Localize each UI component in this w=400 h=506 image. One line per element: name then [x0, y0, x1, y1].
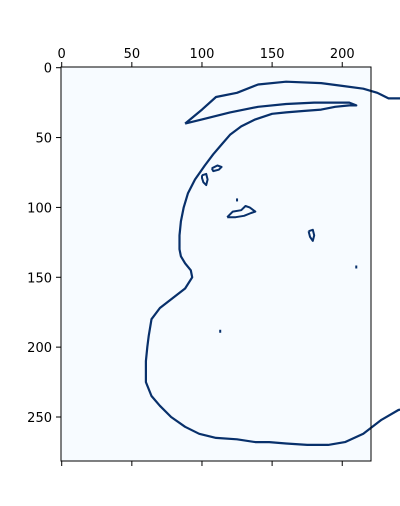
- x-tick-label-4: 200: [330, 47, 355, 62]
- inner-contour-1: [210, 164, 223, 173]
- y-tick-label-2: 100: [27, 201, 52, 216]
- x-tick-label-3: 150: [260, 47, 285, 62]
- axes-frame: [60, 66, 372, 462]
- x-axis-bottom-ticks: [61, 461, 343, 466]
- x-tick-label-0: 0: [58, 47, 66, 62]
- x-axis: 0 50 100 150 200: [58, 47, 355, 67]
- plot-area: [60, 66, 400, 462]
- isolated-point-2: [236, 198, 239, 202]
- outer-contour: [144, 80, 400, 446]
- isolated-point-1: [355, 265, 358, 269]
- contour-layer: [144, 80, 400, 446]
- isolated-point-0: [219, 329, 222, 333]
- inner-contour-3: [307, 228, 316, 242]
- y-tick-label-3: 150: [27, 271, 52, 286]
- y-tick-label-4: 200: [27, 341, 52, 356]
- heatmap-background: [61, 67, 371, 461]
- y-tick-label-0: 0: [44, 62, 52, 77]
- x-tick-label-1: 50: [124, 47, 141, 62]
- inner-contour-2: [226, 205, 257, 219]
- inner-contour-0: [201, 172, 209, 187]
- y-tick-label-1: 50: [35, 132, 52, 147]
- y-tick-label-5: 250: [27, 411, 52, 426]
- x-tick-label-2: 100: [190, 47, 215, 62]
- y-axis: 0 50 100 150 200 250: [27, 62, 61, 426]
